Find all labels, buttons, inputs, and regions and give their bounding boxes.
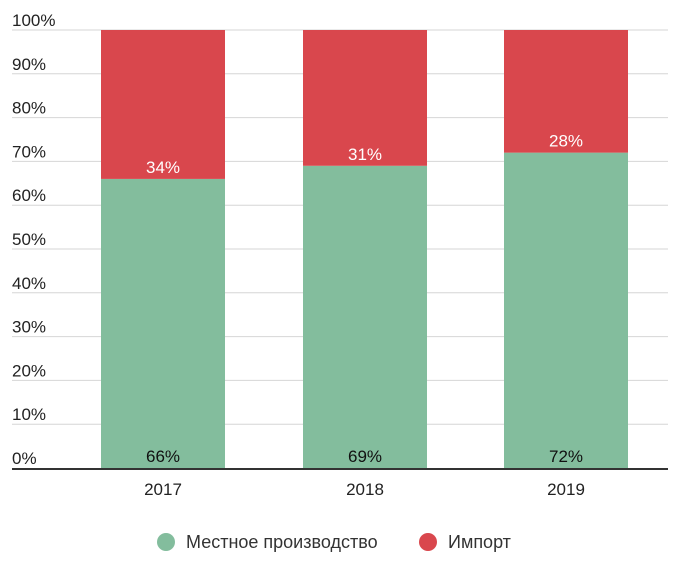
x-axis: 2017 2018 2019	[12, 468, 668, 499]
y-tick-label: 0%	[12, 449, 37, 468]
bar-import-2018	[303, 30, 427, 166]
bar-import-2019	[504, 30, 628, 153]
y-tick-label: 100%	[12, 11, 55, 30]
legend-label: Импорт	[448, 532, 511, 552]
legend-marker	[157, 533, 175, 551]
y-tick-label: 10%	[12, 405, 46, 424]
data-label: 72%	[549, 447, 583, 466]
data-label: 69%	[348, 447, 382, 466]
data-label: 28%	[549, 132, 583, 151]
y-tick-label: 70%	[12, 142, 46, 161]
y-tick-label: 30%	[12, 318, 46, 337]
x-tick-label: 2019	[547, 480, 585, 499]
legend-label: Местное производство	[186, 532, 378, 552]
y-tick-label: 40%	[12, 274, 46, 293]
legend: Местное производство Импорт	[157, 532, 511, 552]
data-label: 66%	[146, 447, 180, 466]
bar-import-2017	[101, 30, 225, 179]
y-tick-label: 80%	[12, 99, 46, 118]
data-label: 34%	[146, 158, 180, 177]
y-tick-label: 60%	[12, 186, 46, 205]
data-label: 31%	[348, 145, 382, 164]
bar-local-2018	[303, 165, 427, 468]
bars: 66% 34% 69% 31% 72% 28%	[101, 30, 628, 469]
x-tick-label: 2017	[144, 480, 182, 499]
y-tick-label: 90%	[12, 55, 46, 74]
legend-marker	[419, 533, 437, 551]
bar-local-2017	[101, 178, 225, 469]
y-tick-label: 50%	[12, 230, 46, 249]
y-axis: 0% 10% 20% 30% 40% 50% 60% 70% 80% 90% 100%	[12, 11, 55, 468]
x-tick-label: 2018	[346, 480, 384, 499]
y-tick-label: 20%	[12, 361, 46, 380]
bar-local-2019	[504, 152, 628, 468]
